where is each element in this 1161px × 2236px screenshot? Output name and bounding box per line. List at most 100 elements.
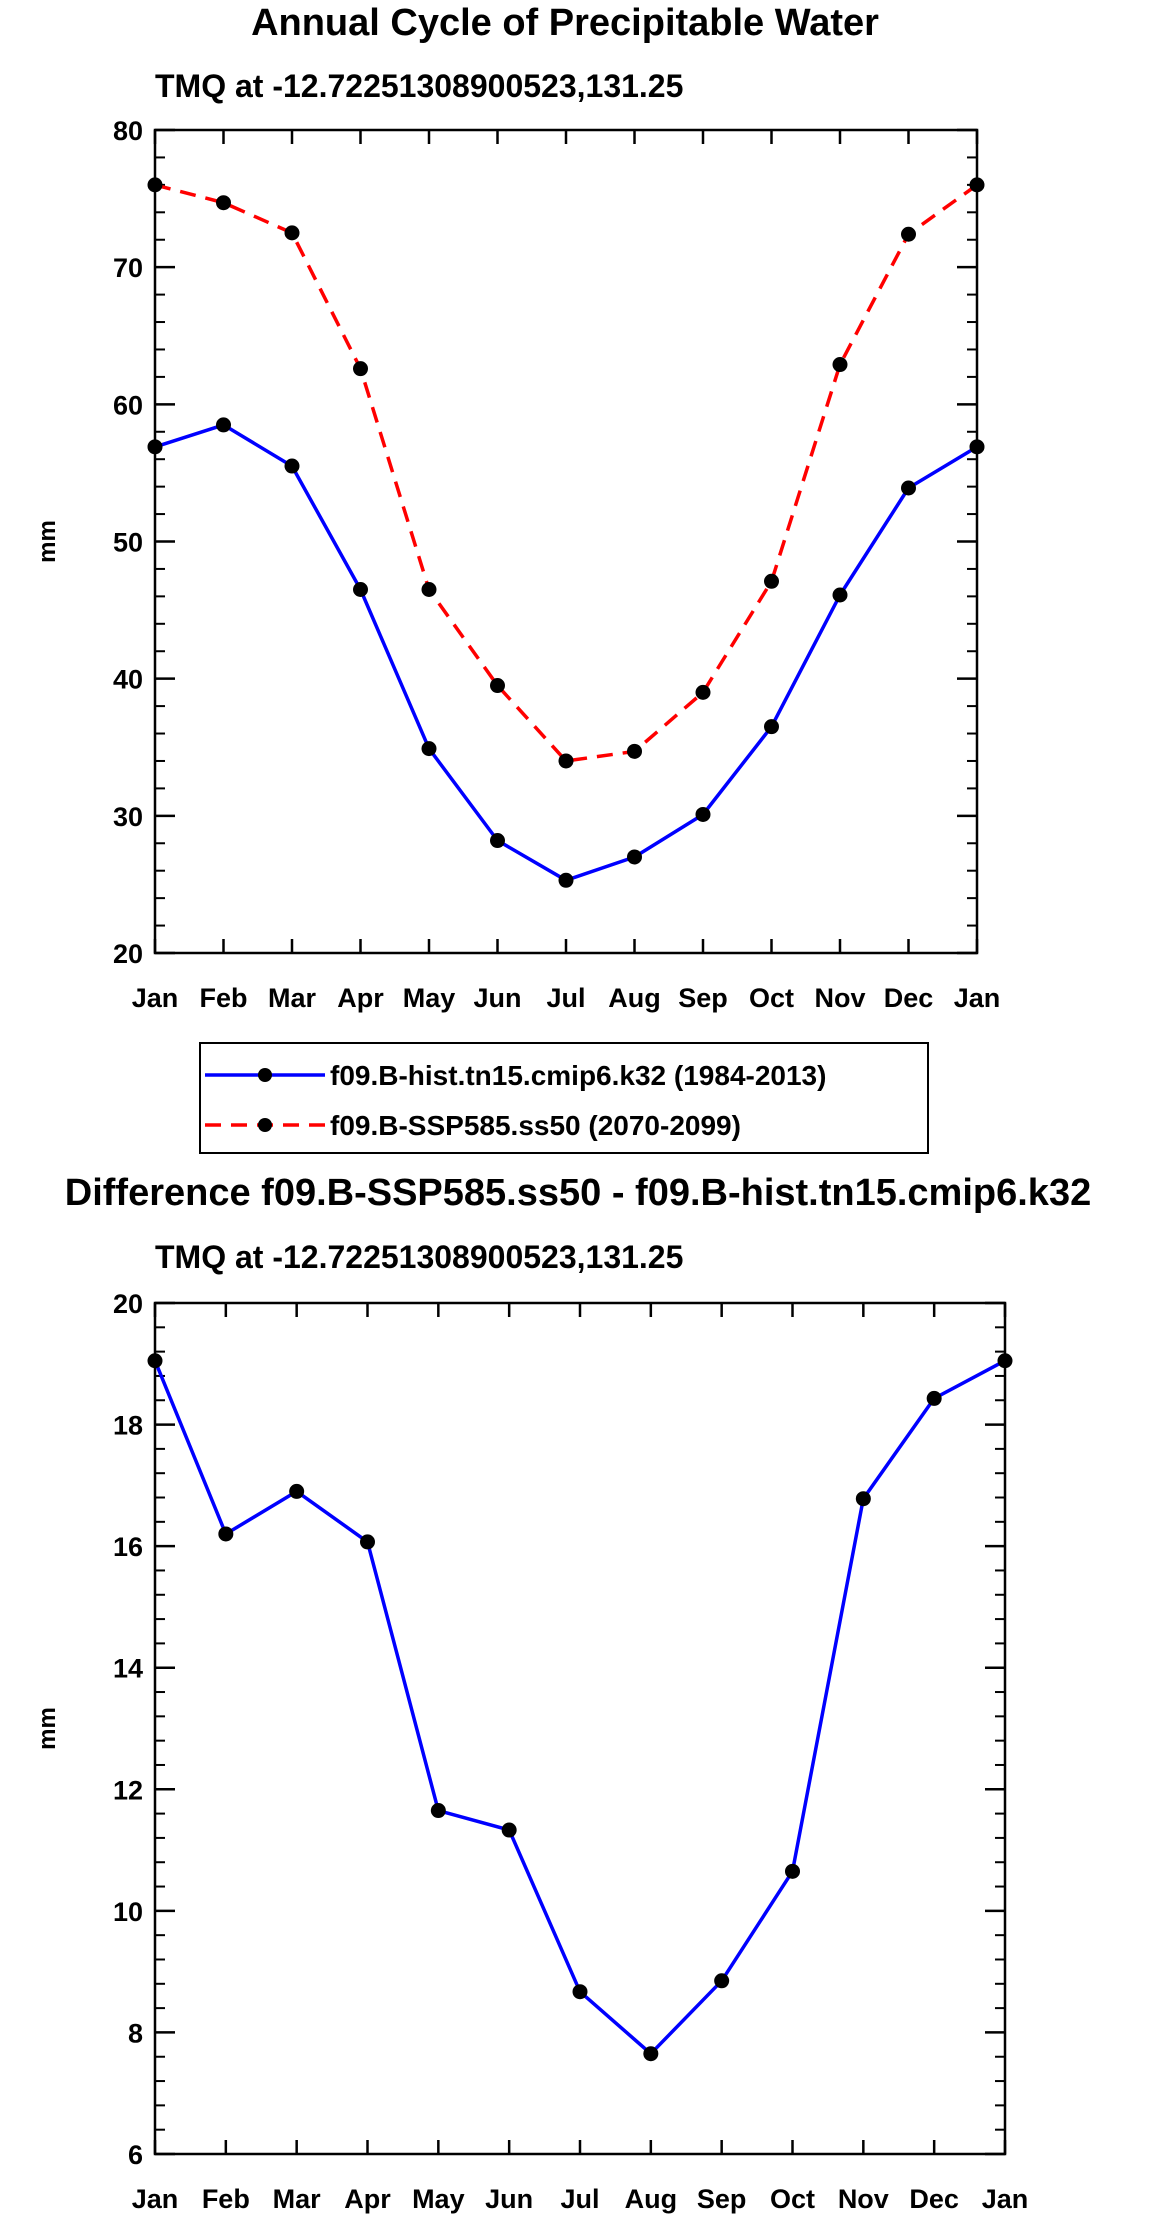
chart2-title: Difference f09.B-SSP585.ss50 - f09.B-his…	[65, 1172, 1091, 1214]
chart1-xtick-label: Aug	[608, 983, 660, 1013]
chart1-ytick-label: 80	[113, 116, 143, 146]
chart2-series-0-point	[572, 1984, 588, 2000]
chart1-series-0-point	[901, 480, 916, 496]
chart1-series-1-line	[154, 183, 979, 763]
chart1-ytick-label: 60	[113, 390, 143, 420]
chart1-series-1-point	[764, 573, 779, 589]
chart1-xtick-label: Apr	[337, 983, 384, 1013]
chart1-series-1-point	[353, 361, 368, 377]
chart2-xtick-label: Aug	[625, 2184, 677, 2214]
chart1-series-0-point	[147, 439, 163, 455]
chart2-series-0-point	[360, 1534, 375, 1550]
chart1-series-1-point	[421, 582, 437, 598]
chart1-series-1-point	[147, 177, 163, 193]
chart1-ytick-label: 30	[113, 802, 143, 832]
chart2-xtick-label: Sep	[697, 2184, 747, 2214]
chart2-ytick-label: 14	[113, 1654, 143, 1684]
legend-ssp-marker	[258, 1118, 272, 1132]
chart1-series-0-point	[764, 719, 779, 735]
chart1-xtick-label: Oct	[749, 983, 794, 1013]
chart2-series-0-point	[785, 1863, 800, 1879]
chart2-xtick-label: Jan	[982, 2184, 1029, 2214]
chart1-series-1-point	[901, 226, 916, 242]
chart1-series-1-point	[558, 753, 574, 769]
chart1-series-1-point	[832, 357, 848, 373]
chart2-xtick-label: Apr	[344, 2184, 391, 2214]
chart1-xtick-label: Nov	[814, 983, 865, 1013]
chart2-ytick-label: 20	[113, 1289, 143, 1319]
chart1-legend: f09.B-hist.tn15.cmip6.k32 (1984-2013) f0…	[199, 1042, 929, 1154]
chart2-series-0-point	[997, 1353, 1013, 1369]
chart2-ytick-label: 10	[113, 1897, 143, 1927]
chart1-xtick-label: Dec	[884, 983, 934, 1013]
legend-hist-marker	[258, 1068, 272, 1082]
chart1-series-0-point	[353, 582, 368, 598]
chart1-series-0-line	[154, 423, 978, 883]
chart2-ytick-label: 18	[113, 1411, 143, 1441]
chart1-xtick-label: Jan	[132, 983, 179, 1013]
chart1-series-0-point	[832, 587, 848, 603]
chart2-xtick-label: Jan	[132, 2184, 179, 2214]
chart1-series-0-point	[490, 833, 505, 849]
chart2-subtitle: TMQ at -12.72251308900523,131.25	[155, 1239, 683, 1275]
chart1-xtick-label: Jan	[954, 983, 1001, 1013]
chart2-frame	[153, 1301, 1007, 2156]
chart2-xtick-label: Oct	[770, 2184, 815, 2214]
chart1-series-0-point	[216, 417, 231, 433]
chart1-ytick-label: 70	[113, 253, 143, 283]
chart1-plot: Jan Feb Mar Apr May Jun Jul Aug Sep Oct Nov Dec Jan 2…	[34, 116, 1000, 1013]
chart1-subtitle: TMQ at -12.72251308900523,131.25	[155, 68, 683, 104]
chart1-xtick-label: May	[403, 983, 456, 1013]
chart2-xtick-label: Jul	[560, 2184, 599, 2214]
chart2-ylabel: mm	[34, 1707, 61, 1750]
chart2-xtick-label: Dec	[909, 2184, 959, 2214]
chart2-ytick-label: 6	[128, 2140, 143, 2170]
chart2-series-0-point	[855, 1491, 871, 1507]
chart2-xtick-label: Jun	[485, 2184, 533, 2214]
chart1-series-0-point	[284, 458, 300, 474]
legend-hist-label: f09.B-hist.tn15.cmip6.k32 (1984-2013)	[330, 1060, 826, 1091]
chart2-ytick-label: 16	[113, 1532, 143, 1562]
chart2-series-0-point	[501, 1822, 517, 1838]
chart1-series-1-point	[969, 177, 985, 193]
chart1-xtick-label: Jun	[473, 983, 521, 1013]
chart1-series-1-point	[695, 684, 711, 700]
chart2-xtick-label: Mar	[273, 2184, 322, 2214]
chart2-plot: Jan Feb Mar Apr May Jun Jul Aug Sep Oct Nov Dec Jan 6…	[34, 1289, 1028, 2214]
legend-box	[199, 1042, 929, 1154]
chart1-series-0-point	[421, 741, 437, 757]
chart2-series-0-line	[153, 1359, 1006, 2056]
chart2-xtick-label: May	[412, 2184, 465, 2214]
chart2-series-0-point	[643, 2046, 659, 2062]
chart1-ytick-label: 20	[113, 939, 143, 969]
chart2-series-0-point	[289, 1483, 305, 1499]
chart1-ytick-label: 40	[113, 665, 143, 695]
chart1-series-1-point	[627, 743, 642, 759]
chart1-series-1-point	[490, 678, 505, 694]
chart1-series-1-point	[284, 225, 300, 241]
chart1-ylabel: mm	[34, 520, 61, 563]
chart1-series-1-point	[216, 195, 231, 211]
chart2-series-0-point	[714, 1973, 730, 1989]
chart2-ytick-label: 12	[113, 1775, 143, 1805]
chart1-xtick-label: Jul	[546, 983, 585, 1013]
chart2-series-0-point	[218, 1526, 234, 1542]
chart1-frame	[153, 128, 979, 955]
chart1-xtick-label: Sep	[678, 983, 728, 1013]
chart2-series-0-point	[926, 1390, 942, 1406]
chart1-xtick-label: Feb	[199, 983, 247, 1013]
chart1-ytick-label: 50	[113, 528, 143, 558]
chart2-series-0-point	[147, 1353, 163, 1369]
chart1-series-0-point	[558, 872, 574, 888]
chart2-xtick-label: Feb	[202, 2184, 250, 2214]
chart1-series-0-point	[695, 806, 711, 822]
legend-ssp-label: f09.B-SSP585.ss50 (2070-2099)	[330, 1110, 741, 1141]
chart2-ytick-label: 8	[128, 2018, 143, 2048]
chart1-series-0-point	[627, 849, 642, 865]
chart2-series-0-point	[430, 1803, 446, 1819]
chart1-title: Annual Cycle of Precipitable Water	[251, 2, 879, 44]
chart1-xtick-label: Mar	[268, 983, 317, 1013]
chart1-series-0-point	[969, 439, 985, 455]
